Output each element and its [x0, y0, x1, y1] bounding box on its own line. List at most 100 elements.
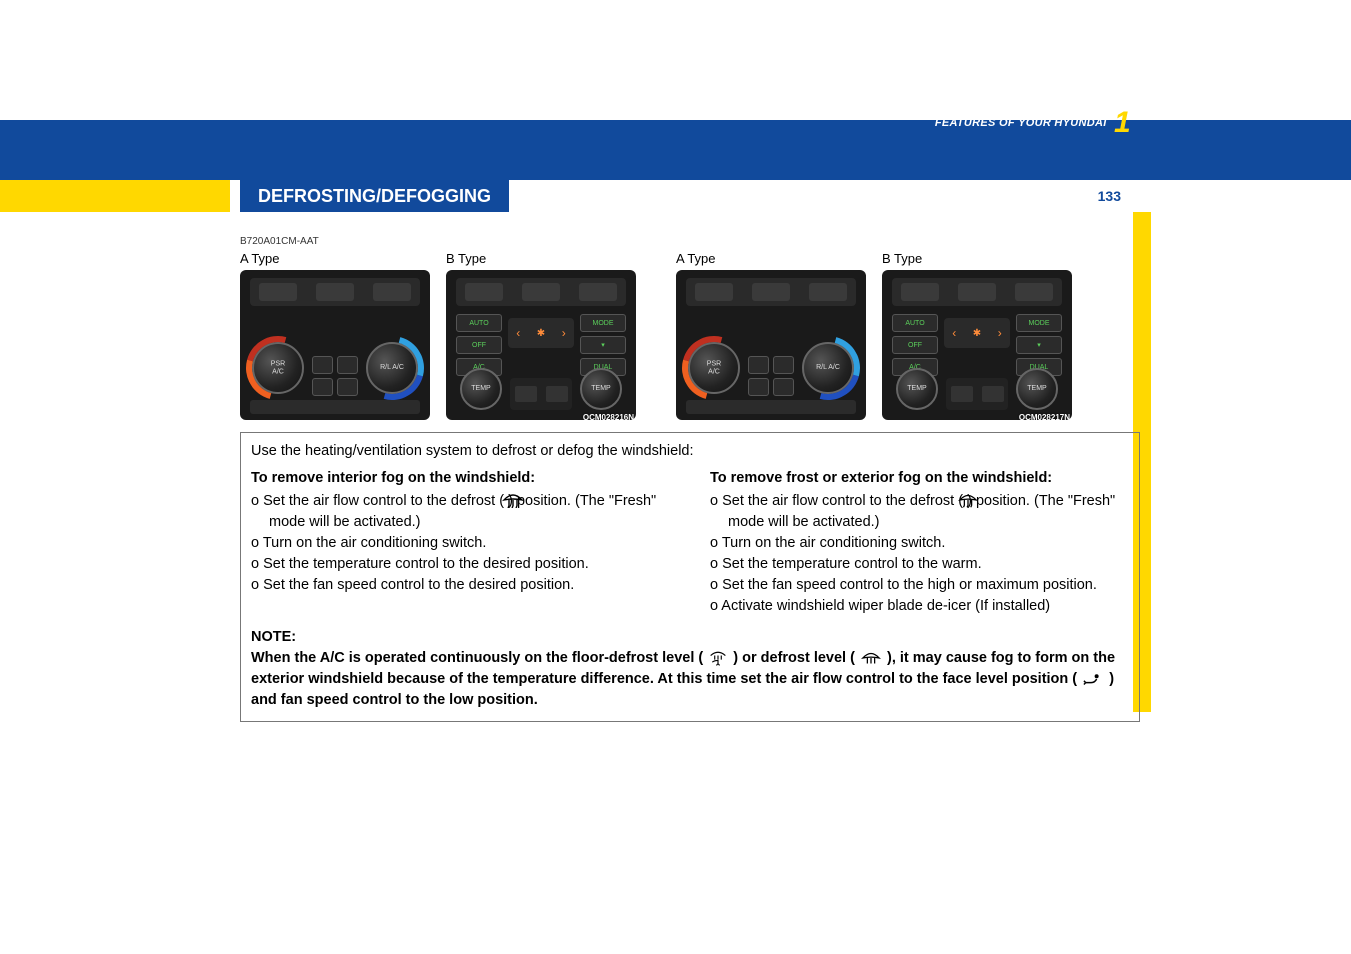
- climate-panel-row: A Type PSR A/C: [240, 251, 1140, 420]
- fan-up-icon: ›: [562, 326, 566, 340]
- left-dial: PSR A/C: [252, 342, 304, 394]
- off-button: OFF: [456, 336, 502, 354]
- intake-button-icon: [982, 386, 1004, 402]
- panel-b-right: B Type AUTO OFF A/C ‹ ✱ ›: [882, 251, 1072, 420]
- down-button: ▾: [1016, 336, 1062, 354]
- top-whitespace: [0, 0, 1351, 120]
- dial-label: TEMP: [1027, 385, 1046, 393]
- defrost-icon: [958, 492, 978, 508]
- list-item: Set the fan speed control to the high or…: [710, 575, 1129, 596]
- dial-label: TEMP: [591, 385, 610, 393]
- bottom-button-strip: [686, 400, 856, 414]
- center-button-grid: [748, 356, 794, 396]
- intake-button-icon: [515, 386, 537, 402]
- display-segment: [1015, 283, 1053, 301]
- display-segment: [522, 283, 560, 301]
- list-item: Set the temperature control to the warm.: [710, 554, 1129, 575]
- panel-a-left: A Type PSR A/C: [240, 251, 430, 420]
- list-text: Set the temperature control to the warm.: [722, 556, 982, 572]
- image-code: OCM028217N: [1019, 413, 1070, 420]
- climate-panel-a-image: PSR A/C R/L A/C: [676, 270, 866, 420]
- panel-top-display: [456, 278, 626, 306]
- chapter-number: 1: [1114, 106, 1131, 140]
- climate-panel-b-image: AUTO OFF A/C ‹ ✱ › MODE ▾ DUAL: [446, 270, 636, 420]
- auto-button: AUTO: [892, 314, 938, 332]
- dial-label: TEMP: [471, 385, 490, 393]
- temp-dial-right: TEMP: [580, 368, 622, 410]
- center-button-grid: [312, 356, 358, 396]
- list-item: Set the air flow control to the defrost …: [710, 491, 1129, 533]
- left-column-heading: To remove interior fog on the windshield…: [251, 468, 670, 489]
- mode-button-icon: [748, 378, 769, 396]
- dial-label: R/L A/C: [816, 364, 840, 372]
- mode-button: MODE: [1016, 314, 1062, 332]
- panel-label: A Type: [676, 251, 716, 266]
- down-button: ▾: [580, 336, 626, 354]
- image-code: OCM028216N: [583, 413, 634, 420]
- bottom-button-strip: [250, 400, 420, 414]
- list-text: Set the temperature control to the desir…: [263, 556, 589, 572]
- list-item: Activate windshield wiper blade de-icer …: [710, 596, 1129, 617]
- mode-button-icon: [337, 378, 358, 396]
- defrost-icon: [502, 492, 524, 508]
- section-title: DEFROSTING/DEFOGGING: [240, 180, 509, 212]
- fan-control-bar: ‹ ✱ ›: [944, 318, 1010, 348]
- fan-down-icon: ‹: [952, 326, 956, 340]
- list-text: Set the air flow control to the defrost …: [722, 493, 1115, 530]
- bottom-button-row: [510, 378, 572, 410]
- note-heading: NOTE:: [251, 627, 1129, 648]
- doc-code: B720A01CM-AAT: [240, 236, 1140, 247]
- display-segment: [752, 283, 790, 301]
- left-dial: PSR A/C: [688, 342, 740, 394]
- fan-control-bar: ‹ ✱ ›: [508, 318, 574, 348]
- temp-dial-left: TEMP: [460, 368, 502, 410]
- list-item: Set the temperature control to the desir…: [251, 554, 670, 575]
- temp-dial-right: TEMP: [1016, 368, 1058, 410]
- mode-button-icon: [748, 356, 769, 374]
- instruction-box: Use the heating/ventilation system to de…: [240, 432, 1140, 722]
- display-segment: [465, 283, 503, 301]
- section-header-row: DEFROSTING/DEFOGGING 133: [0, 180, 1351, 212]
- list-item: Set the air flow control to the defrost …: [251, 491, 670, 533]
- mode-button-icon: [312, 356, 333, 374]
- mode-button-icon: [312, 378, 333, 396]
- panel-b-left: B Type AUTO OFF A/C ‹ ✱ ›: [446, 251, 636, 420]
- panel-group-left: A Type PSR A/C: [240, 251, 636, 420]
- auto-button: AUTO: [456, 314, 502, 332]
- display-segment: [259, 283, 297, 301]
- floor-defrost-icon: [709, 650, 727, 666]
- page-number: 133: [1088, 186, 1131, 206]
- list-item: Turn on the air conditioning switch.: [251, 533, 670, 554]
- right-bullet-list: Set the air flow control to the defrost …: [710, 491, 1129, 617]
- right-button-column: MODE ▾ DUAL: [1016, 314, 1062, 376]
- intake-button-icon: [951, 386, 973, 402]
- note-text-1: When the A/C is operated continuously on…: [251, 650, 703, 666]
- panel-label: A Type: [240, 251, 280, 266]
- list-item: Set the fan speed control to the desired…: [251, 575, 670, 596]
- display-segment: [809, 283, 847, 301]
- dial-label: R/L A/C: [380, 364, 404, 372]
- temp-dial-left: TEMP: [896, 368, 938, 410]
- panel-top-display: [892, 278, 1062, 306]
- list-text: Activate windshield wiper blade de-icer …: [721, 598, 1050, 614]
- intro-text: Use the heating/ventilation system to de…: [251, 441, 1129, 462]
- left-button-column: AUTO OFF A/C: [456, 314, 502, 376]
- off-button: OFF: [892, 336, 938, 354]
- features-label: FEATURES OF YOUR HYUNDAI: [935, 117, 1107, 129]
- climate-panel-b-image: AUTO OFF A/C ‹ ✱ › MODE ▾ DUAL: [882, 270, 1072, 420]
- list-text: Turn on the air conditioning switch.: [263, 535, 487, 551]
- left-bullet-list: Set the air flow control to the defrost …: [251, 491, 670, 596]
- dial-label: PSR A/C: [702, 360, 726, 375]
- note-text-2: ) or defrost level (: [733, 650, 855, 666]
- mode-button: MODE: [580, 314, 626, 332]
- right-button-column: MODE ▾ DUAL: [580, 314, 626, 376]
- fan-down-icon: ‹: [516, 326, 520, 340]
- list-text: Set the fan speed control to the high or…: [722, 577, 1097, 593]
- left-instruction-column: To remove interior fog on the windshield…: [251, 468, 670, 617]
- dial-label: PSR A/C: [266, 360, 290, 375]
- list-text: Set the air flow control to the defrost …: [263, 493, 656, 530]
- right-dial: R/L A/C: [366, 342, 418, 394]
- fan-icon: ✱: [537, 328, 545, 339]
- left-button-column: AUTO OFF A/C: [892, 314, 938, 376]
- display-segment: [958, 283, 996, 301]
